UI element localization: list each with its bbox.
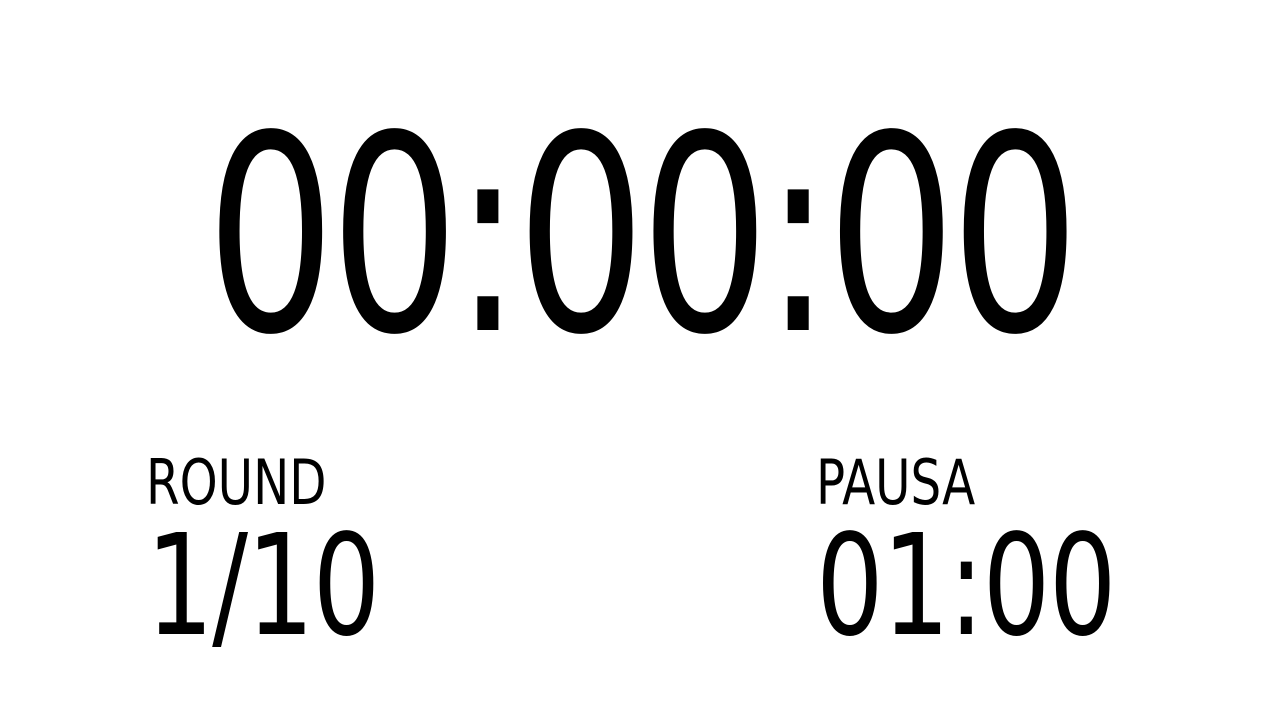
main-timer-display: 00:00:00 — [205, 79, 1080, 395]
pause-panel: PAUSA 01:00 — [816, 446, 1209, 668]
pause-timer: 01:00 — [816, 505, 1117, 668]
round-counter: 1/10 — [146, 505, 380, 668]
round-label: ROUND — [146, 446, 327, 519]
round-panel: ROUND 1/10 — [146, 446, 452, 668]
pause-label: PAUSA — [816, 446, 976, 519]
